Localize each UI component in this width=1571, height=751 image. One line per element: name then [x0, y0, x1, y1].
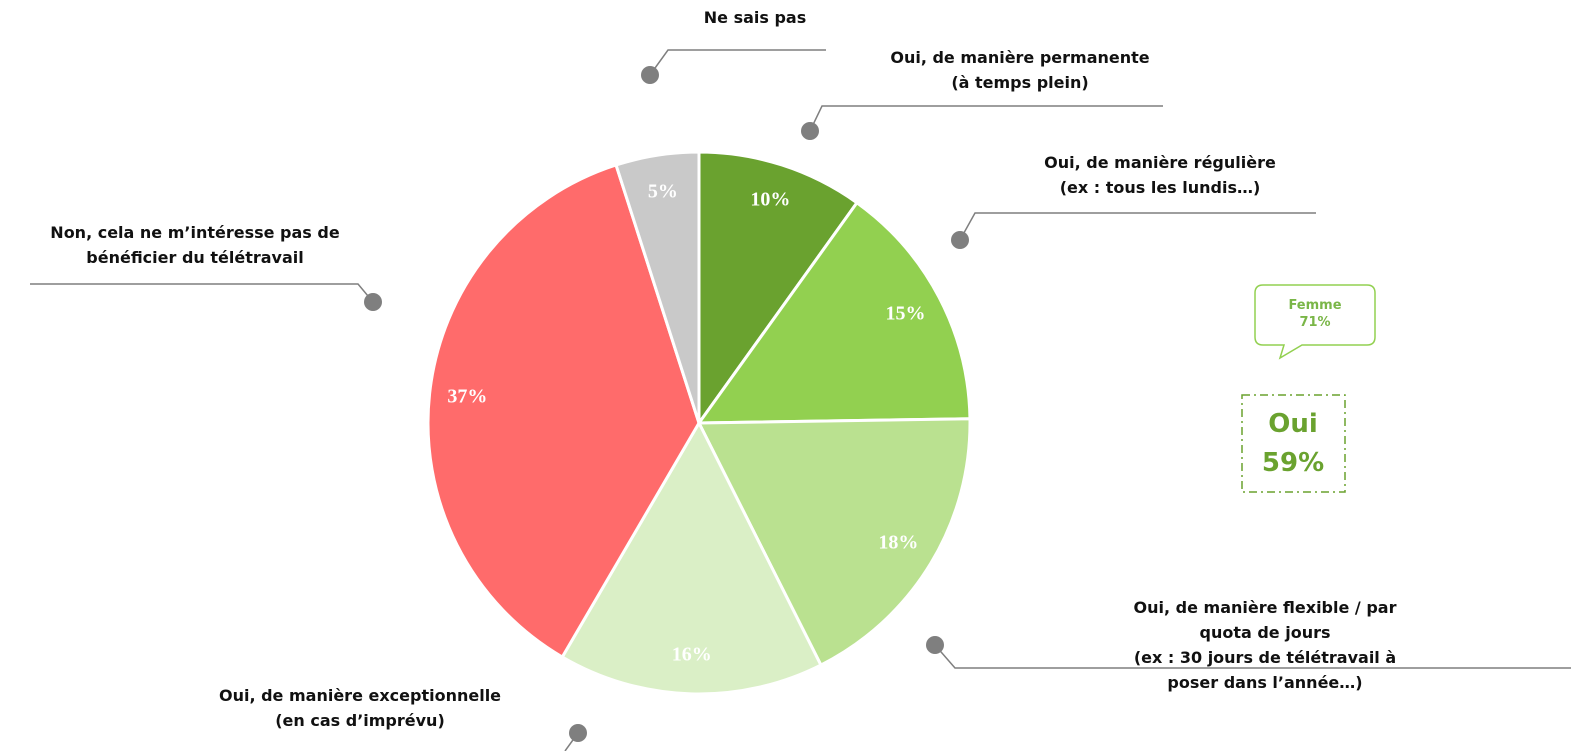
callout-title: Femme [1288, 298, 1342, 313]
category-label: Oui, de manière régulière (ex : tous les… [1044, 153, 1276, 197]
callout-value: 71% [1299, 315, 1331, 330]
leader-line [959, 212, 1316, 241]
leader-lines [30, 49, 1571, 751]
pie-slice [697, 150, 860, 428]
leader-dots [364, 66, 969, 742]
leader-dot [951, 231, 969, 249]
leader-line [934, 644, 1571, 669]
pie-slice [696, 200, 972, 425]
category-label: Oui, de manière permanente (à temps plei… [890, 48, 1150, 92]
box-value: 59% [1261, 448, 1325, 478]
value-label: 15% [885, 303, 925, 325]
pie-slice [560, 419, 823, 696]
leader-dot [801, 122, 819, 140]
value-label: 16% [672, 644, 712, 666]
category-label: Oui, de manière flexible / par quota de … [1133, 598, 1397, 692]
leader-line [809, 105, 1163, 132]
leader-dot [926, 636, 944, 654]
leader-line [30, 283, 374, 303]
leader-dot [364, 293, 382, 311]
leader-dot [641, 66, 659, 84]
value-label: 10% [750, 189, 790, 211]
category-label: Oui, de manière exceptionnelle (en cas d… [218, 686, 502, 730]
category-label: Non, cela ne m’intéresse pas de bénéfici… [50, 223, 340, 267]
callout-bubble [1254, 284, 1376, 360]
pie-slice [614, 150, 701, 424]
summary-box [1241, 394, 1346, 493]
pie-slice [426, 163, 701, 660]
box-title: Oui [1268, 409, 1318, 439]
leader-dot [569, 724, 587, 742]
value-label: 18% [878, 531, 918, 553]
value-label: 37% [447, 385, 487, 407]
category-label: Ne sais pas [703, 8, 807, 27]
pie-slice [696, 417, 972, 668]
leader-line [649, 49, 826, 76]
value-label: 5% [648, 180, 678, 202]
